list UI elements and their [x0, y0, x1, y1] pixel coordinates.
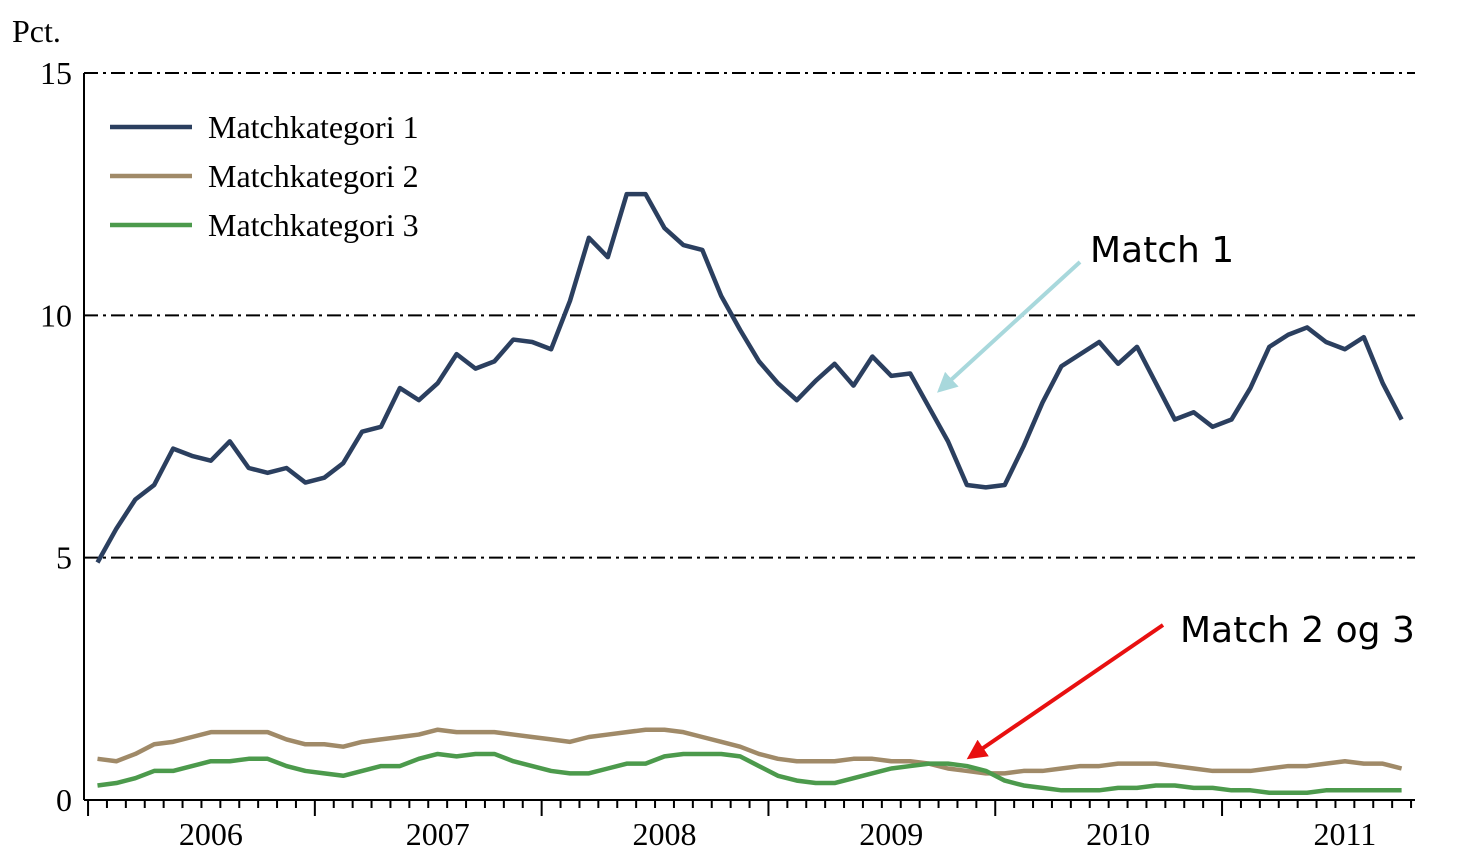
y-axis-label: Pct. — [12, 13, 61, 49]
legend-label: Matchkategori 3 — [208, 207, 419, 243]
x-tick-label: 2007 — [406, 816, 470, 852]
series-line — [97, 751, 1402, 795]
annotation-arrow — [937, 260, 1082, 393]
annotation-arrow — [966, 623, 1165, 760]
y-tick-label: 5 — [56, 540, 72, 576]
annotation-text: Match 1 — [1090, 230, 1234, 271]
y-tick-label: 0 — [56, 782, 72, 818]
y-tick-label: 10 — [40, 297, 72, 333]
x-tick-label: 2011 — [1313, 816, 1376, 852]
x-tick-label: 2009 — [859, 816, 923, 852]
legend-label: Matchkategori 2 — [208, 158, 419, 194]
legend-label: Matchkategori 1 — [208, 109, 419, 145]
x-tick-label: 2010 — [1086, 816, 1150, 852]
x-tick-label: 2008 — [633, 816, 697, 852]
annotation-text: Match 2 og 3 — [1180, 610, 1415, 651]
x-tick-label: 2006 — [179, 816, 243, 852]
series-line — [97, 727, 1403, 776]
y-tick-label: 15 — [40, 55, 72, 91]
series-line — [95, 191, 1404, 564]
